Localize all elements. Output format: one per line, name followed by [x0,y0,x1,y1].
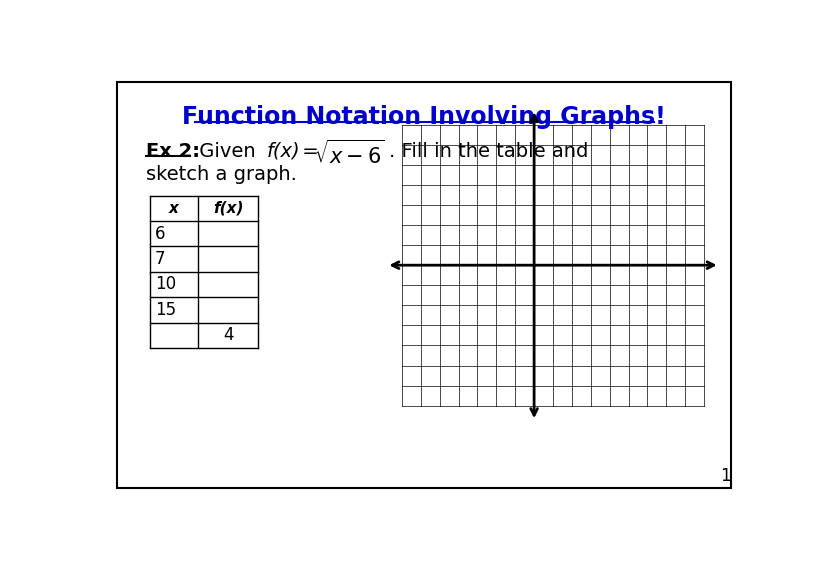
Text: =: = [295,142,324,161]
Text: Given: Given [194,142,262,161]
Text: f(x): f(x) [266,142,299,161]
Text: x: x [169,201,179,215]
Text: f(x): f(x) [213,201,243,215]
Text: 10: 10 [155,275,175,293]
Text: Ex 2:: Ex 2: [146,142,200,161]
Text: sketch a graph.: sketch a graph. [146,165,297,184]
Text: 7: 7 [155,250,165,268]
Text: 15: 15 [155,301,175,319]
Text: 1: 1 [719,467,730,485]
Text: $\sqrt{x-6}$: $\sqrt{x-6}$ [314,140,385,169]
Text: 6: 6 [155,224,165,243]
Text: . Fill in the table and: . Fill in the table and [388,142,587,161]
Text: Function Notation Involving Graphs!: Function Notation Involving Graphs! [182,105,666,129]
Text: 4: 4 [222,326,233,344]
FancyBboxPatch shape [117,82,730,488]
